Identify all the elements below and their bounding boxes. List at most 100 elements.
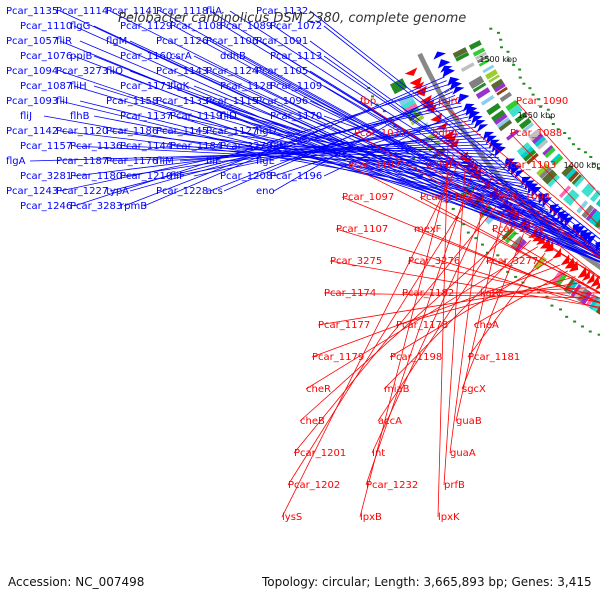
gene-label-Pcar_1160: Pcar_1160 xyxy=(120,51,172,62)
leader-Pcar_1201 xyxy=(293,206,497,454)
leader-Pcar_1171 xyxy=(173,85,575,233)
leader-lysS xyxy=(281,162,460,518)
forward-gene-arrow xyxy=(491,142,503,153)
gene-label-Pcar_1227: Pcar_1227 xyxy=(56,186,108,197)
gene-label-lpxK: lpxK xyxy=(438,512,460,523)
tick-label-t1400: 1400 kbp xyxy=(564,161,600,170)
leader-bdhA xyxy=(431,132,600,259)
feature-segment xyxy=(510,106,523,118)
gene-label-Pcar_1088: Pcar_1088 xyxy=(510,128,562,139)
leader-cheR xyxy=(305,246,539,390)
feature-segment xyxy=(535,138,549,150)
gene-label-Pcar_1119: Pcar_1119 xyxy=(170,111,222,122)
leader-Pcar_1102 xyxy=(347,164,600,293)
gc-dot xyxy=(451,207,455,210)
leader-Pcar_1103 xyxy=(503,164,600,256)
gene-label-Pcar_3279: Pcar_3279 xyxy=(220,141,272,152)
feature-segment xyxy=(583,184,596,198)
gc-dot xyxy=(466,231,470,234)
feature-segment xyxy=(410,114,425,126)
gc-dot xyxy=(537,98,541,101)
gc-dot xyxy=(583,151,587,154)
feature-segment xyxy=(522,148,537,162)
gene-label-Pcar_3281: Pcar_3281 xyxy=(20,171,72,182)
leader-miaB xyxy=(383,239,531,390)
forward-gene-arrow xyxy=(482,131,495,141)
gene-label-prfB: prfB xyxy=(444,480,465,491)
leader-Pcar_1088 xyxy=(509,132,600,228)
gene-label-Pcar_1144: Pcar_1144 xyxy=(120,141,172,152)
leader-typA xyxy=(129,98,458,192)
gene-label-Pcar_1184: Pcar_1184 xyxy=(170,141,222,152)
gene-label-Pcar_1198: Pcar_1198 xyxy=(390,352,442,363)
feature-segment xyxy=(522,122,534,133)
leader-acs xyxy=(223,91,454,192)
gene-label-Pcar_1186: Pcar_1186 xyxy=(106,126,158,137)
feature-segment xyxy=(526,152,539,165)
leader-guaA xyxy=(449,192,484,454)
gene-label-Pcar_1126: Pcar_1126 xyxy=(156,36,208,47)
gene-label-ppiB: ppiB xyxy=(70,51,92,62)
forward-gene-arrow xyxy=(449,80,463,91)
leader-prfB xyxy=(443,169,466,486)
gc-dot xyxy=(588,330,592,333)
leader-Pcar_1196 xyxy=(323,109,465,177)
gc-dot xyxy=(567,137,571,140)
gene-label-Pcar_3283: Pcar_3283 xyxy=(70,201,122,212)
gene-label-fliR: fliR xyxy=(56,36,72,47)
feature-segment xyxy=(485,69,498,80)
leader-Pcar_1104 xyxy=(419,196,600,295)
gene-label-Pcar_1228: Pcar_1228 xyxy=(156,186,208,197)
gene-label-Pcar_1107: Pcar_1107 xyxy=(336,224,388,235)
gene-label-Pcar_1132: Pcar_1132 xyxy=(256,6,308,17)
leader-Pcar_3273 xyxy=(109,70,598,251)
gene-label-cheR: cheR xyxy=(306,384,331,395)
feature-segment xyxy=(581,182,593,195)
gc-dot xyxy=(565,315,569,318)
leader-Pcar_1186 xyxy=(159,130,519,181)
leader-lpxB xyxy=(359,154,454,518)
forward-gene-arrow xyxy=(465,105,478,116)
leader-accA xyxy=(377,220,511,422)
forward-gene-arrow xyxy=(440,65,453,73)
feature-segment xyxy=(452,47,468,59)
gene-label-csrA: csrA xyxy=(170,51,192,62)
feature-segment xyxy=(460,62,475,73)
gc-dot xyxy=(474,237,478,240)
feature-segment xyxy=(496,117,510,129)
label-leaders xyxy=(29,10,600,518)
leader-Pcar_1246 xyxy=(73,83,449,207)
feature-segment xyxy=(401,98,416,110)
gene-label-fliF: fliF xyxy=(170,171,185,182)
feature-segment xyxy=(486,102,501,116)
gc-dot xyxy=(537,291,541,294)
gene-label-bdhB: bdhB xyxy=(426,160,452,171)
feature-segment xyxy=(572,285,586,300)
gene-label-acs: acs xyxy=(206,186,223,197)
gene-label-Pcar_1118: Pcar_1118 xyxy=(156,6,208,17)
feature-segment xyxy=(567,170,580,183)
feature-segment xyxy=(543,170,558,185)
forward-gene-arrow xyxy=(468,110,481,121)
leader-Pcar_1110 xyxy=(73,25,600,263)
leader-Pcar_1091 xyxy=(309,40,600,252)
feature-segment xyxy=(550,153,561,164)
gene-label-Pcar_1115: Pcar_1115 xyxy=(206,96,258,107)
gc-dot xyxy=(556,128,560,131)
gene-label-fliI: fliI xyxy=(56,96,68,107)
gene-label-miaB: miaB xyxy=(384,384,410,395)
gene-label-Pcar_1208: Pcar_1208 xyxy=(220,171,272,182)
tick-mark xyxy=(488,153,494,158)
reverse-gene-arrow xyxy=(404,67,418,76)
leader-Pcar_1107 xyxy=(335,228,600,310)
gc-dot xyxy=(577,147,581,150)
leader-Pcar_1098 xyxy=(497,196,600,279)
gene-label-typA: typA xyxy=(106,186,129,197)
feature-segment xyxy=(482,64,495,74)
feature-segment xyxy=(488,74,500,83)
forward-gene-arrow xyxy=(437,59,451,69)
leader-Pcar_1179 xyxy=(311,264,561,358)
leader-Pcar_1174 xyxy=(323,292,600,299)
gc-dot xyxy=(375,103,379,106)
